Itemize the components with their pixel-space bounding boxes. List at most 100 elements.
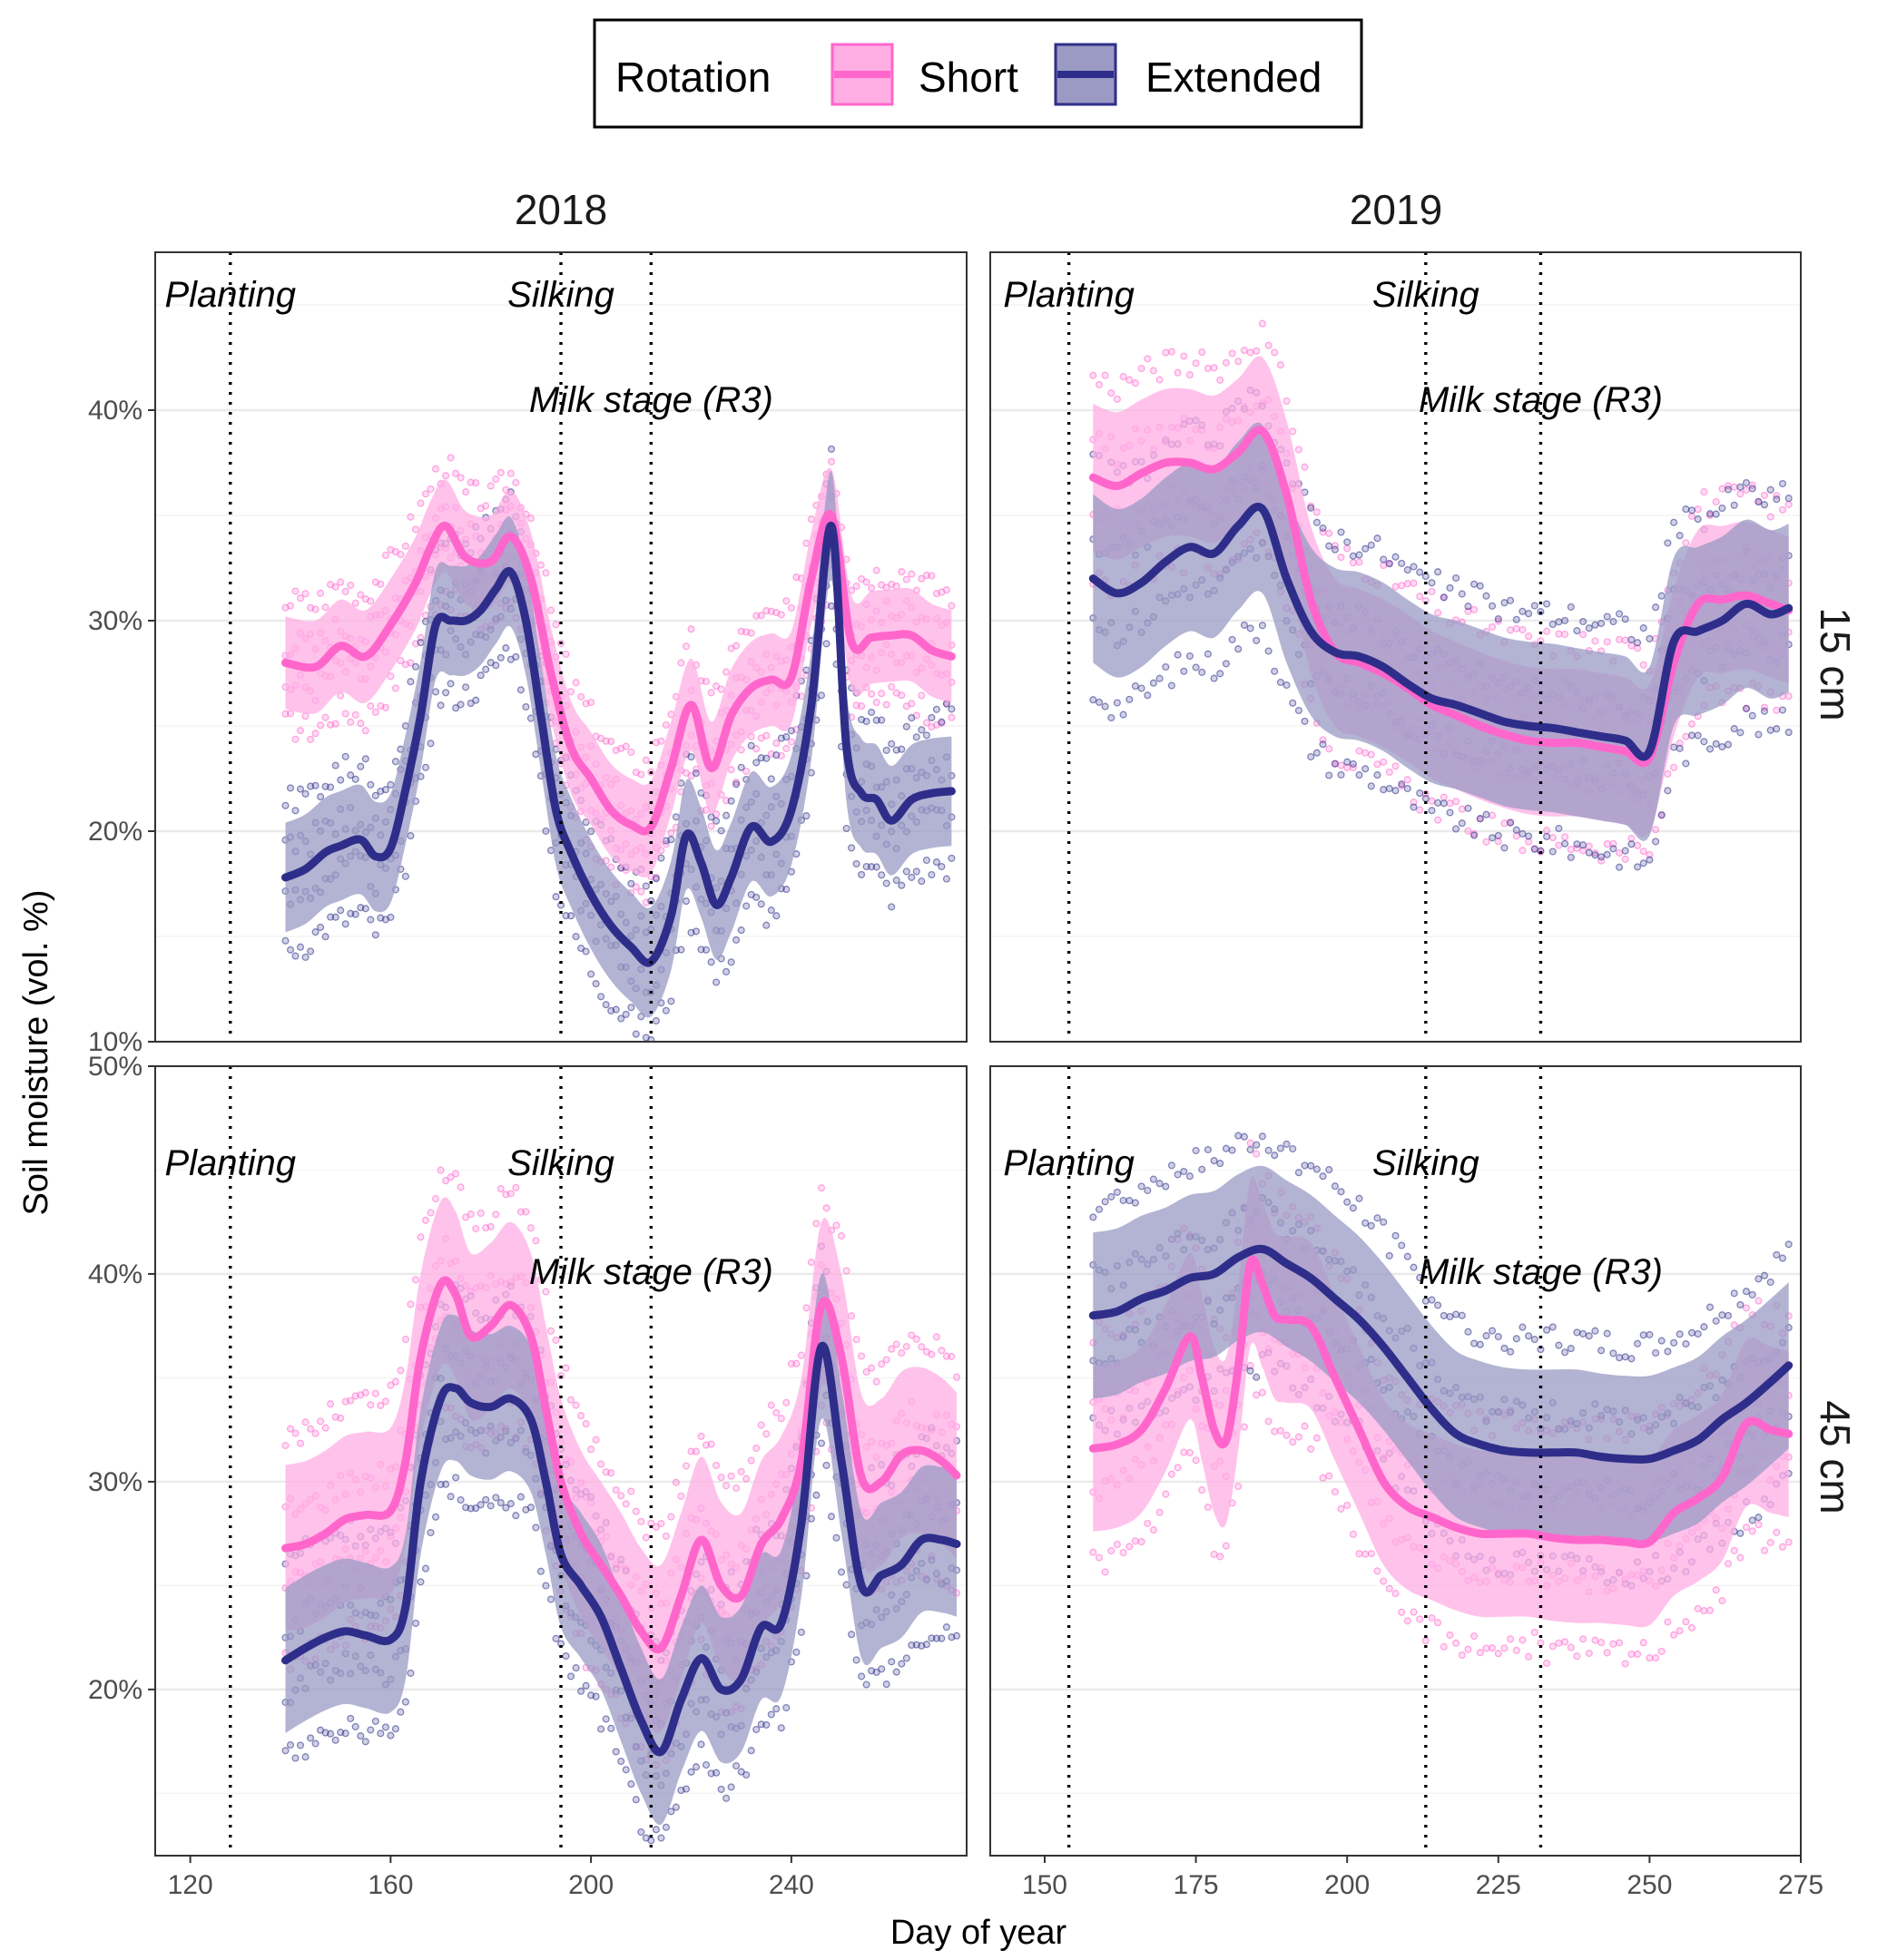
data-point-short xyxy=(782,744,791,752)
data-point-short xyxy=(371,1389,379,1397)
data-point-short xyxy=(787,738,795,746)
data-point-extended xyxy=(827,445,836,453)
data-point-extended xyxy=(702,1760,711,1769)
data-point-short xyxy=(387,1381,395,1389)
data-point-extended xyxy=(878,871,886,879)
data-point-short xyxy=(1742,1524,1751,1532)
data-point-extended xyxy=(447,1493,455,1501)
annotation-planting: Planting xyxy=(1003,275,1135,315)
data-point-extended xyxy=(1616,610,1624,618)
data-point-extended xyxy=(882,879,890,887)
y-tick-label: 30% xyxy=(88,606,143,636)
data-point-extended xyxy=(1446,583,1454,592)
data-point-short xyxy=(757,612,765,620)
data-point-short xyxy=(1778,505,1787,514)
data-point-short xyxy=(1470,605,1479,613)
data-point-short xyxy=(702,677,711,686)
data-point-extended xyxy=(1597,619,1606,628)
series-line-extended xyxy=(281,522,956,967)
data-point-extended xyxy=(1185,1172,1194,1181)
data-point-short xyxy=(902,1342,910,1351)
data-point-extended xyxy=(782,733,791,741)
data-point-short xyxy=(1398,582,1406,590)
data-point-extended xyxy=(832,1534,840,1542)
data-point-extended xyxy=(1561,616,1569,624)
data-point-extended xyxy=(1639,1331,1647,1339)
data-point-short xyxy=(1754,1521,1763,1529)
data-point-short xyxy=(1512,624,1520,632)
data-point-extended xyxy=(351,910,359,918)
data-point-short xyxy=(317,589,325,597)
data-point-short xyxy=(1403,1617,1411,1625)
data-point-short xyxy=(1253,347,1261,355)
data-point-extended xyxy=(727,958,735,966)
data-point-extended xyxy=(1428,579,1436,587)
data-point-extended xyxy=(1119,710,1127,719)
data-point-short xyxy=(1778,1543,1787,1551)
data-point-extended xyxy=(592,1692,600,1700)
data-point-extended xyxy=(1507,1348,1515,1356)
data-point-short xyxy=(1095,380,1104,388)
data-point-extended xyxy=(1410,1263,1418,1271)
data-point-short xyxy=(1718,1596,1726,1605)
data-point-extended xyxy=(652,1016,660,1025)
data-point-short xyxy=(872,1377,880,1386)
data-point-extended xyxy=(301,953,310,961)
data-point-extended xyxy=(367,916,375,924)
data-point-short xyxy=(1682,539,1690,547)
data-point-extended xyxy=(948,854,956,862)
data-point-short xyxy=(1773,706,1781,714)
data-point-short xyxy=(922,719,930,727)
data-point-extended xyxy=(1676,744,1684,752)
data-point-short xyxy=(281,1441,290,1450)
data-point-extended xyxy=(1530,602,1538,610)
data-point-extended xyxy=(1240,621,1248,629)
data-point-short xyxy=(682,1462,691,1470)
data-point-short xyxy=(1616,1639,1624,1647)
confidence-band-extended xyxy=(1093,1165,1789,1544)
data-point-extended xyxy=(858,870,866,878)
panel-plot-area xyxy=(281,1166,961,1845)
data-point-short xyxy=(637,770,645,779)
data-point-extended xyxy=(496,1499,505,1507)
data-point-extended xyxy=(1634,863,1642,871)
data-point-short xyxy=(1646,1654,1654,1662)
data-point-short xyxy=(587,698,595,707)
data-point-extended xyxy=(1616,1354,1624,1362)
data-point-short xyxy=(1410,1608,1418,1616)
data-point-extended xyxy=(858,1672,866,1681)
data-point-short xyxy=(1131,1537,1139,1545)
data-point-short xyxy=(1180,1448,1188,1456)
data-point-extended xyxy=(802,1572,811,1580)
data-point-extended xyxy=(492,1494,500,1502)
panel-2018-15cm: Planting Silking Milk stage (R3) 10% 20% 30% 4… xyxy=(88,251,968,1057)
data-point-extended xyxy=(431,1513,440,1521)
data-point-short xyxy=(417,499,425,507)
data-point-extended xyxy=(1373,534,1381,543)
data-point-extended xyxy=(1609,845,1617,853)
data-point-extended xyxy=(377,1730,385,1738)
data-point-short xyxy=(506,1190,515,1198)
data-point-extended xyxy=(1162,662,1170,671)
data-point-short xyxy=(1089,1548,1097,1556)
data-point-extended xyxy=(1343,758,1351,766)
data-point-extended xyxy=(607,1724,615,1732)
data-point-extended xyxy=(291,807,300,815)
data-point-short xyxy=(1149,1526,1157,1534)
data-point-extended xyxy=(822,640,830,648)
data-point-short xyxy=(337,691,345,700)
data-point-extended xyxy=(612,1005,620,1014)
data-point-short xyxy=(1754,1297,1763,1305)
data-point-extended xyxy=(1603,612,1611,621)
data-point-extended xyxy=(1294,706,1302,715)
data-point-extended xyxy=(1349,1204,1357,1212)
data-point-extended xyxy=(472,1504,480,1513)
data-point-extended xyxy=(612,1748,620,1756)
data-point-short xyxy=(1192,359,1200,368)
data-point-extended xyxy=(1337,770,1345,779)
data-point-extended xyxy=(1144,1186,1152,1194)
data-point-extended xyxy=(447,680,455,688)
data-point-short xyxy=(868,1364,876,1372)
data-point-extended xyxy=(562,912,570,920)
